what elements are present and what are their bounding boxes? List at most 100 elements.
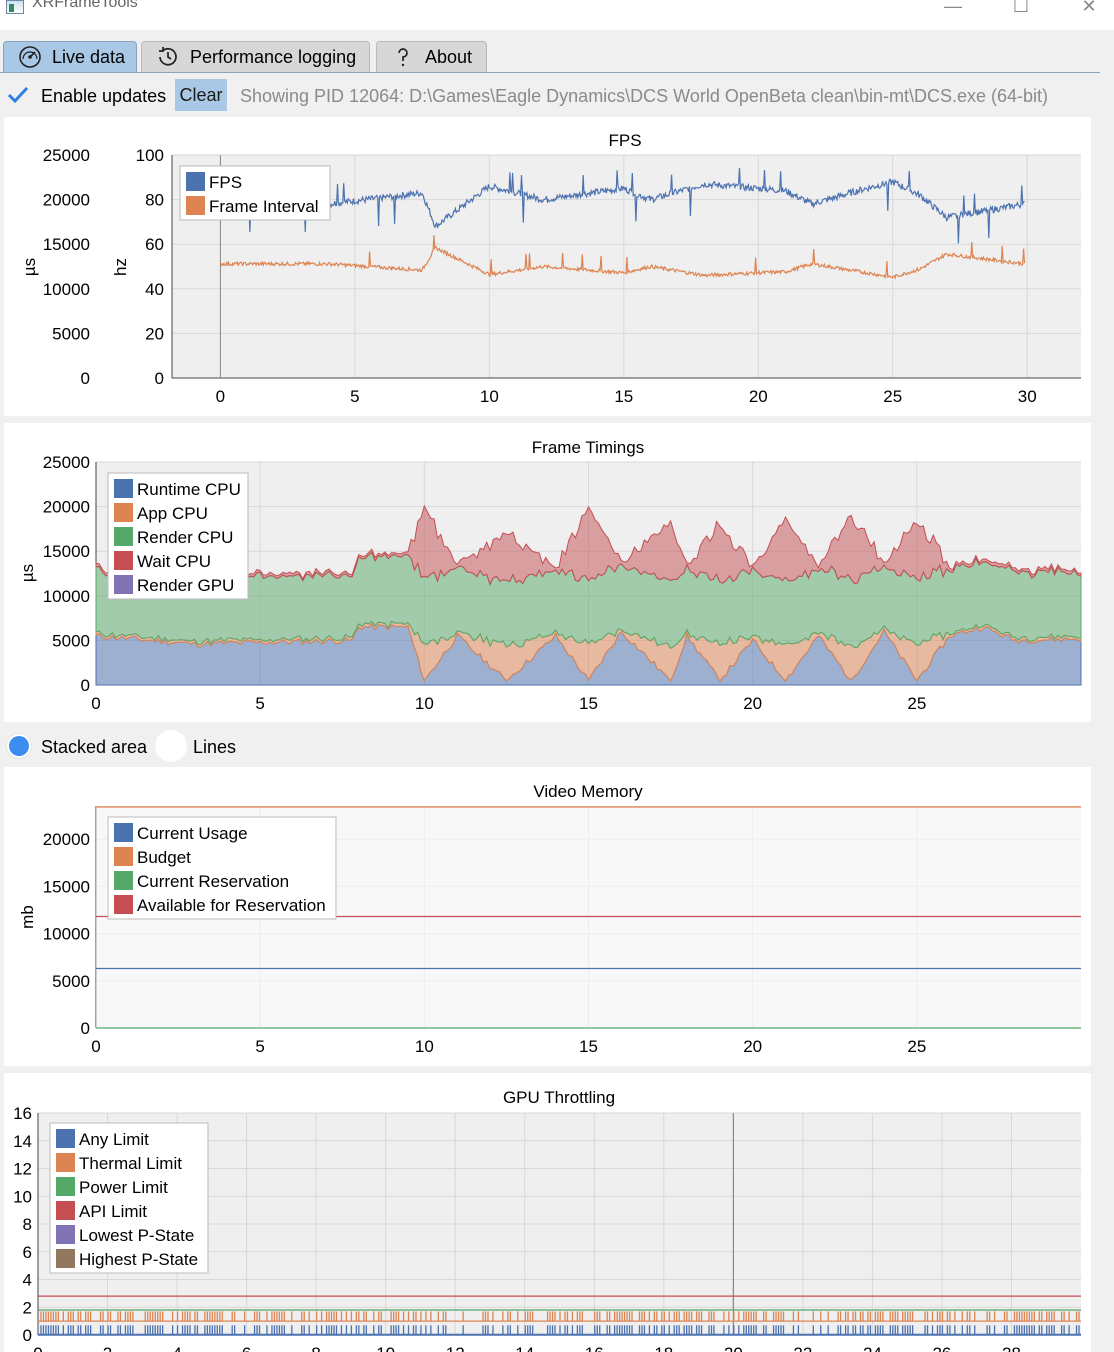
y-left-tick-label: 20000: [43, 191, 90, 210]
y-tick-label: 10000: [43, 925, 90, 944]
enable-updates-checkbox[interactable]: [6, 84, 30, 106]
y-tick-label: 0: [23, 1326, 32, 1345]
x-tick-label: 0: [33, 1344, 42, 1352]
x-tick-label: 0: [91, 694, 100, 713]
x-tick-label: 5: [255, 694, 264, 713]
tab-bar: Live data Performance logging About: [0, 41, 1100, 73]
y-left-tick-label: 25000: [43, 146, 90, 165]
legend-swatch: [186, 172, 205, 191]
x-tick-label: 8: [311, 1344, 320, 1352]
x-tick-label: 12: [446, 1344, 465, 1352]
enable-updates-label[interactable]: Enable updates: [41, 86, 167, 106]
tab-live-data[interactable]: Live data: [3, 41, 137, 72]
tab-performance-logging[interactable]: Performance logging: [141, 41, 370, 72]
y-tick-label: 15000: [43, 877, 90, 896]
y-tick-label: 25000: [43, 453, 90, 472]
x-tick-label: 10: [480, 387, 499, 406]
y-left-tick-label: 10000: [43, 280, 90, 299]
legend-label: Frame Interval: [209, 197, 319, 216]
legend-label: Render CPU: [137, 528, 233, 547]
legend-label: Current Reservation: [137, 872, 289, 891]
close-icon[interactable]: ✕: [1081, 0, 1097, 16]
area-wait-cpu: [95, 504, 1082, 586]
x-tick-label: 28: [1002, 1344, 1021, 1352]
x-tick-label: 18: [654, 1344, 673, 1352]
y-tick-label: 8: [23, 1215, 32, 1234]
y-tick-label: 4: [23, 1271, 32, 1290]
legend-label: Thermal Limit: [79, 1154, 182, 1173]
x-tick-label: 24: [863, 1344, 882, 1352]
legend-label: API Limit: [79, 1202, 147, 1221]
lines-radio[interactable]: [155, 730, 187, 762]
legend-label: Wait CPU: [137, 552, 211, 571]
stacked-area-radio[interactable]: [6, 733, 32, 759]
speedometer-icon: [19, 46, 41, 68]
x-tick-label: 6: [242, 1344, 251, 1352]
legend-swatch: [114, 503, 133, 522]
x-tick-label: 10: [415, 694, 434, 713]
fps-chart: FPS 0 5 10 15 20 25 30 100 80 60 40 20 0 25000 20000 150…: [20, 131, 1081, 406]
x-tick-label: 15: [579, 694, 598, 713]
x-tick-label: 0: [91, 1037, 100, 1056]
minimize-icon[interactable]: —: [944, 0, 962, 16]
y-tick-label: 20000: [43, 830, 90, 849]
legend-swatch: [56, 1129, 75, 1148]
y-tick-label: 0: [81, 676, 90, 695]
x-tick-label: 26: [932, 1344, 951, 1352]
chart-title: Video Memory: [533, 782, 643, 801]
frame-timings-chart-panel: Frame Timings 0 5 10 15 20 25 25000 20000 15000 10…: [4, 423, 1091, 722]
legend-swatch: [186, 196, 205, 215]
y-tick-label: 2: [23, 1298, 32, 1317]
legend-swatch: [114, 847, 133, 866]
x-tick-label: 10: [376, 1344, 395, 1352]
view-mode-selector: Stacked area Lines: [0, 728, 1114, 764]
legend-label: Current Usage: [137, 824, 248, 843]
stacked-area-label[interactable]: Stacked area: [41, 737, 148, 757]
legend-swatch: [114, 527, 133, 546]
y-tick-label: 20: [145, 324, 164, 343]
window-title: XRFrameTools: [32, 0, 138, 11]
lines-label[interactable]: Lines: [193, 737, 237, 757]
maximize-icon[interactable]: ☐: [1012, 0, 1030, 16]
question-icon: [398, 48, 408, 67]
video-memory-chart: Video Memory 0 5 10 15 20 25 20000 15000 10000 500…: [18, 782, 1081, 1056]
y-tick-label: 40: [145, 280, 164, 299]
x-tick-label: 20: [749, 387, 768, 406]
legend-label: Available for Reservation: [137, 896, 326, 915]
legend-box: [49, 1122, 209, 1274]
legend-label: Runtime CPU: [137, 480, 241, 499]
clear-button[interactable]: Clear: [175, 79, 227, 111]
y-tick-label: 5000: [52, 631, 90, 650]
legend-swatch: [114, 895, 133, 914]
y-tick-label: 0: [81, 1019, 90, 1038]
y-axis-label-right: hz: [111, 258, 130, 276]
legend-swatch: [114, 823, 133, 842]
x-tick-label: 14: [515, 1344, 534, 1352]
legend-label: Render GPU: [137, 576, 234, 595]
title-bar: XRFrameTools — ☐ ✕: [0, 0, 1114, 30]
frame-timings-chart: Frame Timings 0 5 10 15 20 25 25000 20000 15000 10…: [18, 438, 1082, 713]
legend-label: Budget: [137, 848, 191, 867]
toolbar: Enable updates Clear Showing PID 12064: …: [0, 78, 1114, 112]
x-tick-label: 20: [743, 1037, 762, 1056]
legend-swatch: [56, 1201, 75, 1220]
legend-swatch: [114, 871, 133, 890]
legend-label: FPS: [209, 173, 242, 192]
x-tick-label: 10: [415, 1037, 434, 1056]
x-tick-label: 25: [907, 1037, 926, 1056]
y-axis-label: mb: [18, 905, 37, 929]
x-tick-label: 25: [883, 387, 902, 406]
y-left-tick-label: 15000: [43, 235, 90, 254]
y-tick-label: 60: [145, 235, 164, 254]
gpu-throttling-chart-panel: GPU Throttling02468101214161820222426281…: [4, 1073, 1091, 1352]
legend-swatch: [114, 551, 133, 570]
y-tick-label: 10000: [43, 587, 90, 606]
legend-swatch: [114, 479, 133, 498]
tab-about[interactable]: About: [376, 41, 487, 72]
y-tick-label: 16: [13, 1104, 32, 1123]
x-tick-label: 20: [743, 694, 762, 713]
y-tick-label: 14: [13, 1132, 32, 1151]
y-tick-label: 0: [155, 369, 164, 388]
legend-swatch: [56, 1249, 75, 1268]
x-tick-label: 0: [216, 387, 225, 406]
